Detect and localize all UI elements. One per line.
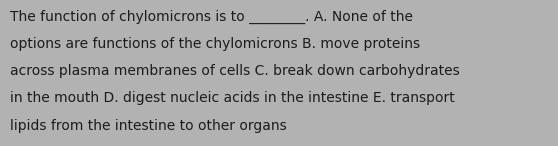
Text: lipids from the intestine to other organs: lipids from the intestine to other organ… (10, 119, 287, 133)
Text: across plasma membranes of cells C. break down carbohydrates: across plasma membranes of cells C. brea… (10, 64, 460, 78)
Text: The function of chylomicrons is to ________. A. None of the: The function of chylomicrons is to _____… (10, 10, 413, 24)
Text: in the mouth D. digest nucleic acids in the intestine E. transport: in the mouth D. digest nucleic acids in … (10, 92, 455, 105)
Text: options are functions of the chylomicrons B. move proteins: options are functions of the chylomicron… (10, 37, 420, 51)
